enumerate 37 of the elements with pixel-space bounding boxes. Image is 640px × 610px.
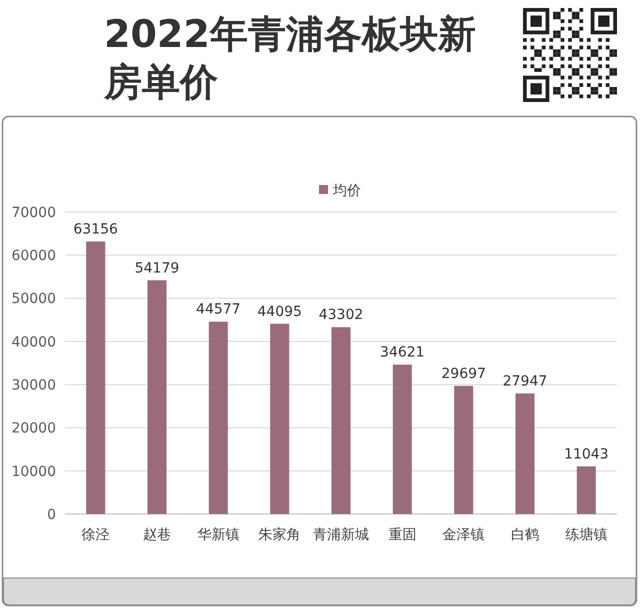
x-tick-label: 白鹤: [511, 527, 539, 543]
y-tick-label: 30000: [11, 377, 56, 394]
x-tick-label: 金泽镇: [442, 527, 485, 543]
bar: [147, 280, 167, 514]
x-tick-label: 赵巷: [143, 527, 171, 543]
y-tick-label: 0: [47, 506, 56, 523]
data-label: 27947: [502, 373, 548, 390]
bar: [86, 242, 106, 514]
x-tick-label: 练塘镇: [565, 527, 608, 543]
bar: [208, 322, 228, 514]
data-label: 34621: [380, 344, 425, 361]
legend-label: 均价: [332, 182, 361, 199]
data-label: 29697: [441, 366, 486, 382]
bar: [454, 386, 474, 514]
bar: [576, 466, 596, 514]
x-tick-label: 徐泾: [82, 527, 110, 543]
data-label: 44095: [257, 304, 302, 320]
data-label: 54179: [134, 260, 180, 276]
data-label: 44577: [196, 302, 241, 318]
x-tick-label: 华新镇: [197, 527, 240, 543]
bar: [392, 364, 412, 514]
x-tick-label: 青浦新城: [313, 527, 369, 543]
bar: [270, 324, 290, 514]
y-tick-label: 10000: [11, 464, 56, 480]
bar: [331, 327, 351, 514]
data-label: 11043: [564, 446, 609, 462]
y-tick-label: 60000: [11, 248, 56, 264]
y-tick-label: 50000: [11, 291, 56, 308]
data-label: 63156: [73, 222, 118, 238]
data-label: 43302: [318, 307, 364, 324]
y-tick-label: 70000: [11, 204, 56, 221]
y-tick-label: 20000: [11, 420, 56, 437]
x-tick-label: 重固: [388, 527, 416, 543]
chart-title: 2022年青浦各板块新房单价: [103, 12, 476, 104]
x-tick-label: 朱家角: [258, 527, 301, 543]
y-tick-label: 40000: [11, 334, 56, 350]
bar: [515, 393, 535, 514]
